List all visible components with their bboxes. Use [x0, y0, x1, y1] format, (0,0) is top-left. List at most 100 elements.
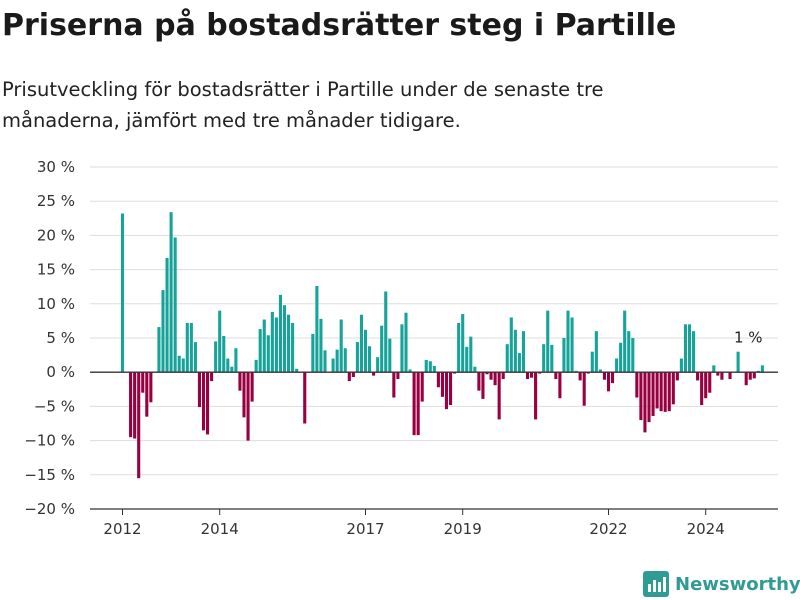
bar	[538, 372, 542, 374]
bar	[173, 237, 177, 373]
bar	[246, 372, 250, 441]
bar	[270, 312, 274, 373]
bar	[716, 372, 720, 376]
bar	[295, 368, 299, 373]
bar	[598, 369, 602, 373]
bar	[222, 335, 226, 373]
bar	[574, 370, 578, 373]
bar	[141, 372, 145, 393]
bar	[238, 372, 242, 391]
bar	[461, 314, 465, 373]
annotations: 1 %	[734, 328, 763, 346]
y-tick-label: 10 %	[37, 295, 75, 313]
bar	[258, 329, 262, 373]
bar	[550, 344, 554, 373]
chart-subtitle: Prisutveckling för bostadsrätter i Parti…	[2, 78, 604, 132]
x-tick-label: 2024	[687, 520, 725, 535]
bar	[185, 322, 189, 373]
bar	[606, 372, 611, 392]
bar	[708, 372, 712, 393]
bar	[505, 344, 509, 373]
bar	[659, 372, 663, 412]
bar	[331, 358, 335, 373]
bar	[615, 358, 619, 373]
y-tick-label: −20 %	[24, 500, 75, 518]
bar	[700, 372, 704, 406]
bars	[120, 212, 764, 479]
grid-lines	[90, 166, 778, 510]
bar	[408, 369, 412, 373]
bar	[177, 355, 181, 373]
bar	[530, 372, 534, 378]
bar	[197, 372, 201, 408]
bar	[453, 372, 457, 374]
bar	[635, 372, 639, 398]
bar	[477, 372, 481, 391]
bar	[651, 372, 655, 416]
bar	[667, 372, 671, 412]
bar	[274, 317, 278, 373]
bar	[517, 353, 521, 373]
bar	[214, 341, 218, 373]
bar	[736, 351, 740, 373]
bar	[169, 212, 173, 373]
bar	[416, 372, 420, 436]
y-tick-label: 0 %	[46, 363, 75, 381]
bar	[663, 372, 667, 412]
bar	[594, 331, 598, 373]
bar	[392, 372, 396, 398]
bar	[254, 359, 258, 373]
bar	[323, 350, 327, 373]
bar	[627, 331, 631, 373]
bar	[501, 372, 505, 380]
y-tick-label: 5 %	[46, 329, 75, 347]
bar	[351, 372, 355, 377]
bar	[181, 358, 185, 373]
bar	[465, 346, 469, 373]
x-tick-label: 2017	[346, 520, 384, 535]
bar	[509, 317, 513, 373]
bar	[335, 349, 339, 373]
bar	[278, 294, 282, 373]
bar	[513, 329, 517, 373]
bar	[639, 372, 643, 421]
bar	[752, 372, 756, 379]
bar	[161, 290, 165, 373]
bar	[315, 286, 319, 373]
bar	[521, 331, 525, 373]
bar	[287, 314, 291, 373]
bar	[623, 310, 627, 373]
bar	[525, 372, 530, 380]
bar	[679, 358, 683, 373]
bar	[230, 366, 234, 373]
bar	[756, 370, 760, 373]
y-tick-label: −5 %	[34, 397, 75, 415]
bar	[578, 372, 582, 381]
bar	[424, 359, 428, 373]
bar	[582, 372, 586, 406]
bar	[396, 372, 400, 380]
bar	[590, 351, 594, 373]
bar	[372, 372, 376, 376]
bar	[692, 331, 696, 373]
y-tick-label: −15 %	[24, 466, 75, 484]
bar	[489, 372, 493, 380]
bar	[473, 366, 477, 373]
bar	[347, 372, 351, 382]
bar	[311, 333, 315, 373]
bar	[631, 338, 635, 373]
bar	[420, 372, 424, 402]
bar	[481, 372, 485, 399]
bar	[602, 372, 606, 380]
bar	[720, 372, 724, 380]
bar	[457, 322, 461, 373]
bar	[206, 372, 210, 435]
bar	[355, 342, 359, 373]
bar	[671, 372, 675, 405]
bar	[696, 372, 700, 381]
bar	[384, 291, 388, 373]
chart-title: Priserna på bostadsrätter steg i Partill…	[2, 8, 677, 43]
bar	[412, 372, 416, 436]
bar	[145, 372, 149, 417]
x-tick-label: 2012	[103, 520, 141, 535]
